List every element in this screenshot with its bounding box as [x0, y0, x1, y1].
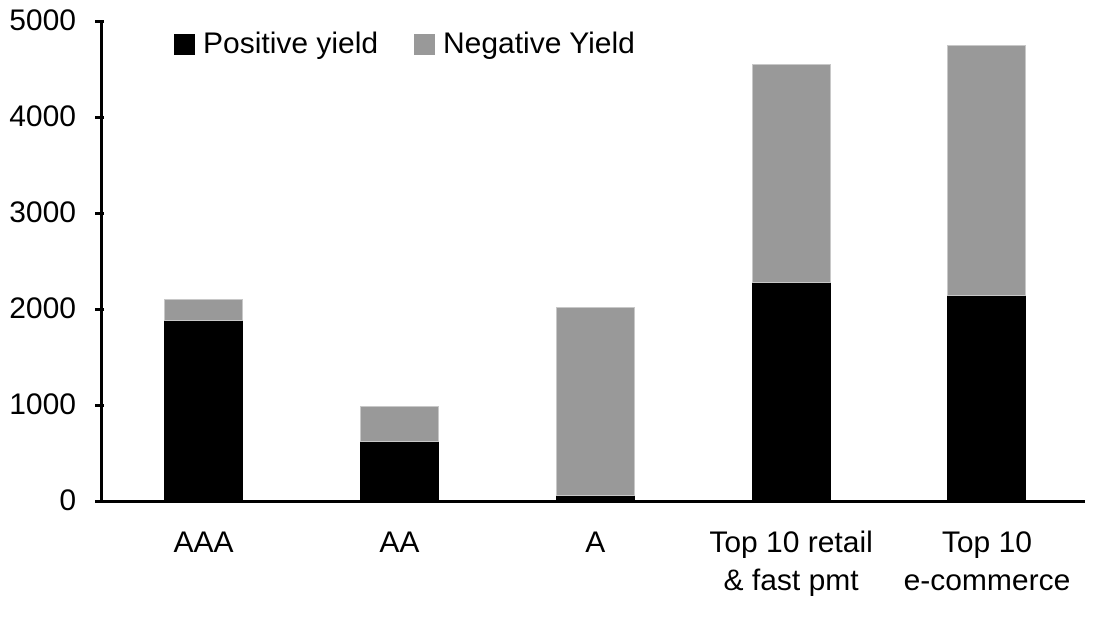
bar-segment-negative [555, 307, 635, 497]
y-tick-label: 3000 [9, 196, 76, 229]
legend-item-positive: Positive yield [174, 24, 378, 64]
y-tick-mark [95, 211, 104, 215]
legend-swatch-icon [414, 33, 435, 55]
legend-label: Positive yield [203, 27, 379, 60]
x-category-label: AA [379, 526, 420, 559]
x-axis-line [95, 499, 1085, 503]
bar-segment-positive [359, 442, 439, 501]
bar-segment-positive [164, 320, 244, 501]
bar-segment-negative [359, 405, 439, 443]
bar-segment-negative [751, 64, 831, 284]
bar-segment-positive [751, 283, 831, 501]
y-tick-label: 0 [59, 484, 76, 517]
y-tick-mark [95, 115, 104, 119]
legend-label: Negative Yield [443, 27, 635, 60]
bar-segment-negative [164, 299, 244, 321]
legend-item-negative: Negative Yield [414, 24, 635, 64]
x-category-label: A [585, 526, 606, 559]
x-category-label: Top 10 e-commerce [903, 526, 1071, 597]
y-tick-label: 2000 [9, 292, 76, 325]
bar-segment-negative [947, 45, 1027, 296]
y-axis-line [100, 20, 103, 503]
x-category-label: Top 10 retail & fast pmt [709, 526, 873, 597]
y-tick-label: 4000 [9, 100, 76, 133]
legend-swatch-icon [174, 33, 195, 55]
y-tick-mark [95, 307, 104, 311]
bar-segment-positive [947, 295, 1027, 501]
x-category-label: AAA [173, 526, 234, 559]
y-tick-label: 1000 [9, 388, 76, 421]
chart-legend: Positive yield Negative Yield [0, 0, 1102, 70]
y-tick-label: 5000 [9, 4, 76, 37]
y-tick-mark [95, 19, 104, 23]
bar-segment-positive [555, 496, 635, 501]
y-tick-mark [95, 403, 104, 407]
